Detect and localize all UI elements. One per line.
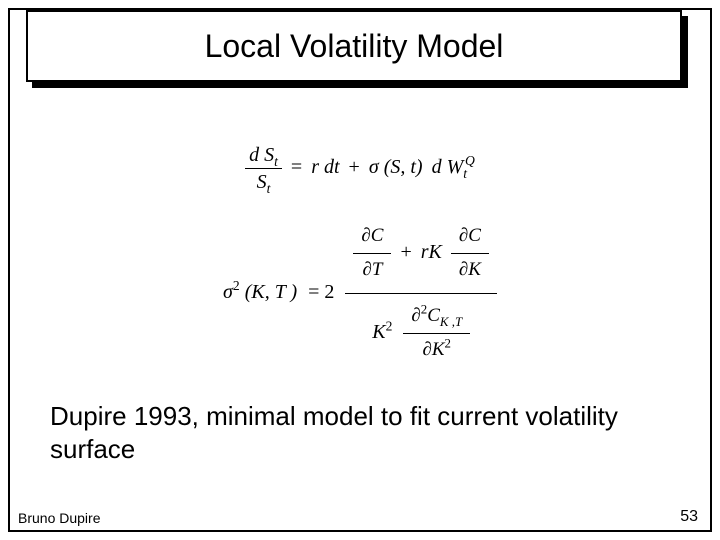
eq2-den-C: C — [427, 305, 440, 326]
eq2-den-dK: ∂K — [422, 339, 444, 360]
page-number: 53 — [680, 508, 698, 526]
eq1-den-sub: t — [267, 181, 271, 196]
eq2-equals: = 2 — [302, 281, 340, 303]
eq1-sigargs: (S, t) — [384, 156, 423, 178]
eq2-den-K-sq: 2 — [386, 318, 393, 333]
eq2-args: (K, T ) — [245, 281, 297, 303]
eq1-plus: + — [345, 156, 364, 178]
eq1-den-S: S — [257, 171, 267, 193]
eq2-num-t2-den: ∂K — [459, 259, 481, 280]
eq1-num-dS: d S — [249, 144, 274, 166]
eq2-sigma: σ — [223, 281, 233, 303]
eq1-dW: d W — [428, 156, 464, 178]
eq1-num-sub: t — [274, 154, 278, 169]
eq2-den-K: K — [372, 321, 385, 343]
page-title: Local Volatility Model — [205, 28, 504, 65]
eq1-dW-sub: t — [463, 166, 467, 181]
eq1-rdt: r dt — [311, 156, 339, 178]
eq1-dW-sup: Q — [465, 153, 475, 168]
equation-dupire: σ2 (K, T ) = 2 ∂C ∂T + rK ∂C ∂K K2 ∂2CK … — [0, 214, 720, 373]
equation-sde: d St St = r dt + σ (S, t) d WtQ — [0, 144, 720, 193]
eq2-sigma-sq: 2 — [233, 278, 240, 293]
eq2-den-dK-sq: 2 — [445, 335, 451, 350]
eq2-num-t2-num: ∂C — [459, 225, 481, 246]
eq2-den-d2-a: ∂ — [411, 305, 420, 326]
eq1-equals: = — [287, 156, 306, 178]
eq2-num-t1-num: ∂C — [361, 225, 383, 246]
eq2-den-C-sub: K ,T — [440, 314, 462, 329]
eq1-sigma: σ — [369, 156, 379, 178]
eq2-num-plus: + — [396, 241, 415, 263]
title-box: Local Volatility Model — [26, 10, 682, 82]
body-text: Dupire 1993, minimal model to fit curren… — [50, 400, 670, 465]
eq2-num-rK: rK — [421, 241, 442, 263]
eq2-num-t1-den: ∂T — [362, 259, 382, 280]
footer-author: Bruno Dupire — [18, 510, 101, 526]
